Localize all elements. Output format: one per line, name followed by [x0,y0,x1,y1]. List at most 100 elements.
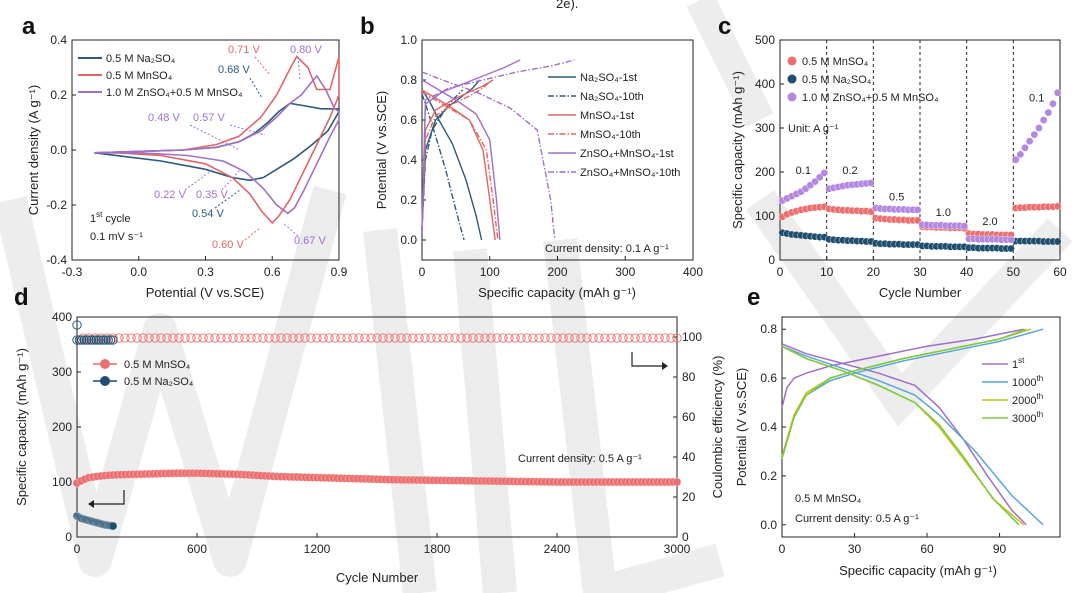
ce-point-mnso4 [390,333,400,343]
y-tick-label: 0.4 [760,420,777,434]
ce-point-mnso4 [156,333,166,343]
panel-label-c: c [718,13,731,40]
ce-point-mnso4 [150,333,160,343]
x-tick-label: 30 [848,542,862,556]
panel-c-rate-labels: 0.1 0.2 0.5 1.0 2.0 0.1 [796,93,1045,228]
legend-dot-mnso4 [787,56,797,66]
rate-point-s2 [1044,108,1053,117]
ce-point-mnso4 [318,333,328,343]
ce-point-mnso4 [486,333,496,343]
anno-080v: 0.80 V [290,44,322,56]
rate-label: 0.5 [889,192,904,204]
rate-point-s2 [1007,235,1015,244]
ce-point-mnso4 [198,333,208,343]
gcd-charge-2 [421,79,494,231]
ce-point-mnso4 [216,333,226,343]
x-tick-label: 2400 [544,542,571,556]
panel-label-b: b [360,13,375,40]
ce-point-mnso4 [576,333,586,343]
y-tick-label: -0.2 [46,198,67,212]
ce-point-na2so4 [101,335,111,345]
y-right-tick-label: 80 [682,370,696,384]
panel-c-points [778,89,1062,253]
y-tick-label: 100 [52,475,72,489]
panel-label-e: e [747,284,760,311]
rate-label: 1.0 [936,207,951,219]
ce-point-na2so4 [84,335,94,345]
anno-057v: 0.57 V [193,112,225,124]
x-tick-label: 0 [419,265,426,279]
y-tick-label: 200 [755,165,775,179]
rate-point-s2 [1053,89,1062,97]
x-tick-label: 90 [993,542,1007,556]
ce-point-mnso4 [204,333,214,343]
ce-point-mnso4 [534,333,544,343]
anno-arrow-7 [221,169,241,191]
legend-c-mnso4: 0.5 M MnSO₄ [802,56,869,68]
arrow-right-head [662,362,668,370]
ce-point-mnso4 [540,333,550,343]
ce-point-mnso4 [288,333,298,343]
legend-e-label-3: 3000th [1012,410,1043,425]
panel-c-rate: 0 10 20 30 40 50 60 0 100 200 300 400 500 0.1 0.2 0.5 1… [730,33,1067,300]
arrow-right-axis [631,352,662,367]
anno-arrow-8 [214,189,241,209]
ce-point-mnso4 [378,333,388,343]
ce-point-mnso4 [510,333,520,343]
y-tick-label: 0.0 [760,518,777,532]
ce-point-mnso4 [642,333,652,343]
x-tick-label: 60 [1053,265,1067,279]
x-tick-label: 0.6 [264,265,281,279]
x-tick-label: 50 [1007,265,1021,279]
anno-071v: 0.71 V [228,44,260,56]
legend-c-na2so4: 0.5 M Na₂SO₄ [802,74,872,86]
panel-a-legend: 0.5 M Na₂SO₄ 0.5 M MnSO₄ 1.0 M ZnSO₄+0.5… [78,53,243,99]
rate-label: 2.0 [982,216,997,228]
ce-point-mnso4 [384,333,394,343]
panel-c-xlabel: Cycle Number [879,285,962,300]
rate-point-s2 [1035,124,1043,132]
panel-label-a: a [22,13,36,40]
ce-point-mnso4 [516,333,526,343]
ce-point-mnso4 [276,333,286,343]
anno-arrow-4 [189,124,241,151]
ce-point-mnso4 [492,333,502,343]
x-tick-label: 300 [615,265,635,279]
legend-e-number: 1 [1012,359,1018,371]
ce-point-mnso4 [294,333,304,343]
rate-point-s2 [960,222,969,230]
ce-point-na2so4 [77,335,87,345]
x-tick-label: 400 [683,265,703,279]
ce-point-mnso4 [360,333,370,343]
legend-e-label-1: 1000th [1012,374,1043,389]
ce-point-mnso4 [558,333,568,343]
rate-point-s0 [1053,202,1062,211]
ce-point-na2so4 [98,335,109,345]
anno-048v: 0.48 V [148,112,180,124]
x-tick-label: 0.3 [197,265,214,279]
panel-a-cycle-note: 1st cycle [90,210,130,225]
legend-d-na2so4: 0.5 M Na₂SO₄ [124,376,194,388]
rate-label: 0.1 [1029,93,1044,105]
x-tick-label: 30 [913,265,927,279]
panel-c-ylabel: Specific capacity (mAh g⁻¹) [730,71,745,229]
ce-point-na2so4 [105,335,116,345]
rate-point-s2 [1021,143,1029,152]
legend-e-number: 2000 [1012,395,1036,407]
ce-point-mnso4 [606,333,616,343]
panel-d-legend: 0.5 M MnSO₄ 0.5 M Na₂SO₄ [93,359,194,388]
rate-point-s1 [1053,237,1062,246]
panel-d-ylabel-right: Coulombic efficiency (%) [710,356,725,499]
panel-b-legend: Na₂SO₄-1st Na₂SO₄-10th MnSO₄-1st MnSO₄-10th… [548,72,680,179]
ce-point-mnso4 [300,333,310,343]
ce-point-mnso4 [450,333,460,343]
x-tick-label: 0 [779,542,786,556]
legend-b-label-2: MnSO₄-1st [580,110,634,122]
panel-a-annotations: 0.71 V 0.80 V 0.68 V 0.48 V 0.57 V 0.22 … [148,44,326,251]
y-tick-label: 0.4 [400,153,417,167]
ce-point-mnso4 [654,333,664,343]
y-tick-label: 0.8 [760,322,777,336]
panel-d-ylabel: Specific capacity (mAh g⁻¹) [14,348,29,506]
panel-d-ticks: 0 600 1200 1800 2400 300001002003004000204060… [52,310,702,556]
